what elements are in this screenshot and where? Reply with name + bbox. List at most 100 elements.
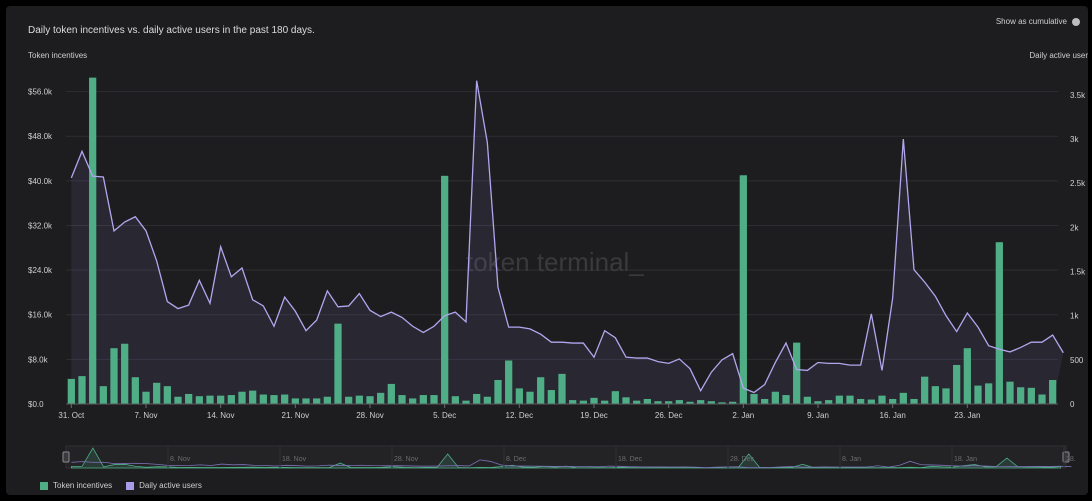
incentive-bar: [537, 377, 545, 404]
incentive-bar: [1038, 394, 1046, 404]
x-tick-label: 19. Dec: [580, 411, 608, 420]
incentive-bar: [1027, 387, 1035, 404]
incentive-bar: [142, 391, 150, 404]
y-right-tick-label: 2.5k: [1070, 179, 1086, 188]
incentive-bar: [718, 402, 726, 404]
toggle-switch-icon[interactable]: [1072, 17, 1080, 26]
incentive-bar: [451, 396, 459, 404]
incentive-bar: [739, 175, 747, 404]
incentive-bar: [110, 348, 118, 404]
incentive-bar: [377, 392, 385, 404]
incentive-bar: [697, 400, 705, 404]
incentive-bar: [195, 396, 203, 404]
navigator-tick-label: 8. Jan: [842, 456, 861, 463]
legend-item-daily-active-users[interactable]: Daily active users: [126, 481, 202, 490]
navigator-tick-label: 8. Dec: [506, 456, 527, 463]
x-tick-label: 9. Jan: [807, 411, 829, 420]
incentive-bar: [131, 377, 139, 404]
incentive-bar: [483, 396, 491, 404]
users-line: [70, 80, 1064, 394]
incentive-bar: [579, 400, 587, 404]
incentive-bar: [270, 395, 278, 404]
x-tick-label: 21. Nov: [282, 411, 310, 420]
navigator-tick-label: 28.: [1066, 456, 1076, 463]
incentive-bar: [355, 395, 363, 404]
y-right-tick-label: 0: [1070, 400, 1075, 409]
incentive-bar: [291, 398, 299, 404]
navigator-tick-label: 28. Nov: [394, 456, 419, 463]
x-tick-label: 5. Dec: [433, 411, 456, 420]
incentive-bar: [633, 400, 641, 404]
incentive-bar: [771, 391, 779, 404]
x-tick-label: 31. Oct: [58, 411, 85, 420]
incentive-bar: [430, 395, 438, 404]
incentive-bar: [473, 393, 481, 404]
incentive-bar: [89, 77, 97, 404]
legend-swatch-bar: [40, 481, 48, 490]
navigator-tick-label: 8. Nov: [170, 456, 191, 463]
x-tick-label: 7. Nov: [134, 411, 157, 420]
incentive-bar: [323, 396, 331, 404]
navigator-tick-label: 18. Jan: [954, 456, 977, 463]
incentive-bar: [387, 383, 395, 404]
incentive-bar: [963, 348, 971, 404]
navigator-tick-label: 18. Nov: [282, 456, 307, 463]
incentive-bar: [153, 382, 161, 404]
y-left-tick-label: $0.0: [28, 400, 44, 409]
incentive-bar: [953, 364, 961, 404]
incentive-bar: [611, 391, 619, 404]
incentive-bar: [345, 396, 353, 404]
incentive-bar: [441, 175, 449, 404]
incentive-bar: [921, 376, 929, 404]
incentive-bar: [526, 391, 534, 404]
incentive-bar: [99, 386, 107, 404]
y-right-tick-label: 1.5k: [1070, 268, 1086, 277]
incentive-bar: [761, 398, 769, 404]
incentive-bar: [163, 386, 171, 404]
incentive-bar: [515, 388, 523, 404]
incentive-bar: [206, 395, 214, 404]
incentive-bar: [825, 400, 833, 404]
incentive-bar: [174, 396, 182, 404]
incentive-bar: [590, 397, 598, 404]
incentive-bar: [78, 376, 86, 404]
incentive-bar: [334, 323, 342, 404]
incentive-bar: [942, 388, 950, 404]
y-right-tick-label: 500: [1070, 356, 1084, 365]
incentive-bar: [995, 242, 1003, 404]
incentive-bar: [1017, 387, 1025, 404]
incentive-bar: [654, 401, 662, 404]
legend-item-token-incentives[interactable]: Token incentives: [40, 481, 112, 490]
incentive-bar: [259, 394, 267, 404]
chart-panel: Daily token incentives vs. daily active …: [6, 6, 1088, 495]
incentive-bar: [313, 398, 321, 404]
incentive-bar: [675, 400, 683, 404]
y-left-tick-label: $40.0k: [28, 177, 53, 186]
legend-label: Token incentives: [53, 481, 113, 490]
incentive-bar: [302, 398, 310, 404]
incentive-bar: [601, 400, 609, 404]
incentive-bar: [782, 395, 790, 404]
incentive-bar: [985, 383, 993, 404]
x-tick-label: 12. Dec: [506, 411, 534, 420]
incentive-bar: [835, 395, 843, 404]
y-right-tick-label: 2k: [1070, 223, 1079, 232]
cumulative-toggle-label: Show as cumulative: [995, 17, 1067, 26]
incentive-bar: [974, 385, 982, 404]
incentive-bar: [729, 401, 737, 404]
incentive-bar: [750, 393, 758, 404]
incentive-bar: [569, 400, 577, 404]
incentive-bar: [803, 396, 811, 404]
incentive-bar: [878, 395, 886, 404]
incentive-bar: [505, 360, 513, 404]
incentive-bar: [558, 373, 566, 404]
cumulative-toggle[interactable]: Show as cumulative: [996, 17, 1080, 26]
chart-svg: $0.0 $8.0k $16.0k $24.0k $32.0k $40.0k $48.0k $…: [28, 77, 1086, 469]
y-right-tick-label: 3k: [1070, 135, 1079, 144]
incentive-bar: [793, 342, 801, 404]
y-left-tick-label: $56.0k: [28, 88, 53, 97]
x-tick-label: 2. Jan: [732, 411, 754, 420]
x-tick-label: 23. Jan: [954, 411, 980, 420]
navigator-tick-label: 28. Dec: [730, 456, 755, 463]
incentive-bar: [814, 401, 822, 404]
